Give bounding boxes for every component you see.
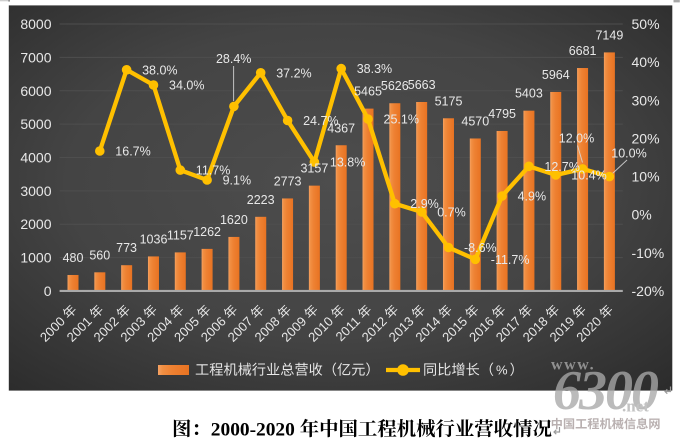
svg-text:38.3%: 38.3% [357, 62, 392, 76]
svg-text:2773: 2773 [274, 175, 302, 189]
svg-text:1000: 1000 [20, 250, 51, 266]
svg-text:10%: 10% [632, 169, 660, 185]
svg-text:-8.6%: -8.6% [464, 241, 497, 255]
svg-text:3000: 3000 [20, 183, 51, 199]
svg-text:28.4%: 28.4% [216, 52, 251, 66]
svg-text:-11.7%: -11.7% [491, 253, 530, 267]
svg-text:40%: 40% [632, 54, 660, 70]
svg-text:10.4%: 10.4% [571, 169, 606, 183]
svg-text:6681: 6681 [569, 44, 597, 58]
svg-text:773: 773 [116, 241, 137, 255]
svg-text:5465: 5465 [354, 85, 382, 99]
svg-text:www.: www. [551, 357, 595, 374]
svg-text:560: 560 [89, 248, 110, 262]
svg-text:12.7%: 12.7% [544, 160, 579, 174]
svg-text:1262: 1262 [193, 225, 221, 239]
svg-text:3157: 3157 [300, 162, 328, 176]
svg-text:20%: 20% [632, 130, 660, 146]
svg-text:5626: 5626 [381, 79, 409, 93]
svg-text:50%: 50% [632, 16, 660, 32]
svg-text:4000: 4000 [20, 150, 51, 166]
svg-text:9.1%: 9.1% [223, 174, 252, 188]
svg-text:30%: 30% [632, 92, 660, 108]
svg-text:1620: 1620 [220, 213, 248, 227]
svg-text:7000: 7000 [20, 49, 51, 65]
svg-text:0%: 0% [632, 207, 652, 223]
svg-text:4367: 4367 [327, 121, 355, 135]
svg-text:12.0%: 12.0% [559, 132, 594, 146]
svg-text:34.0%: 34.0% [169, 79, 204, 93]
svg-text:2223: 2223 [247, 193, 275, 207]
svg-text:5663: 5663 [408, 78, 436, 92]
svg-text:5175: 5175 [435, 94, 463, 108]
svg-text:8000: 8000 [20, 16, 51, 32]
svg-text:%: % [496, 363, 508, 378]
svg-text:6300: 6300 [553, 360, 659, 422]
svg-text:5000: 5000 [20, 116, 51, 132]
svg-text:16.7%: 16.7% [115, 145, 150, 159]
svg-text:4795: 4795 [488, 107, 516, 121]
svg-text:2000-2020: 2000-2020 [211, 420, 295, 441]
svg-text:24.7%: 24.7% [303, 114, 338, 128]
svg-text:5403: 5403 [515, 87, 543, 101]
svg-text:5964: 5964 [542, 68, 570, 82]
svg-text:4.9%: 4.9% [518, 190, 547, 204]
svg-text:0.7%: 0.7% [437, 206, 466, 220]
svg-text:2000: 2000 [20, 216, 51, 232]
svg-text:38.0%: 38.0% [142, 63, 177, 77]
svg-text:13.8%: 13.8% [330, 156, 365, 170]
svg-text:37.2%: 37.2% [276, 66, 311, 80]
svg-text:1157: 1157 [167, 228, 194, 242]
svg-text:-10%: -10% [632, 245, 665, 261]
svg-text:25.1%: 25.1% [384, 113, 419, 127]
svg-text:6000: 6000 [20, 83, 51, 99]
svg-text:1036: 1036 [140, 232, 168, 246]
svg-text:-20%: -20% [632, 283, 665, 299]
svg-text:.net: .net [622, 397, 649, 416]
svg-text:480: 480 [63, 251, 84, 265]
svg-text:4570: 4570 [461, 115, 489, 129]
svg-text:0: 0 [44, 283, 52, 299]
svg-text:11.7%: 11.7% [196, 164, 231, 178]
svg-text:2.9%: 2.9% [410, 197, 439, 211]
svg-text:7149: 7149 [595, 28, 623, 42]
svg-text:10.0%: 10.0% [611, 147, 646, 161]
